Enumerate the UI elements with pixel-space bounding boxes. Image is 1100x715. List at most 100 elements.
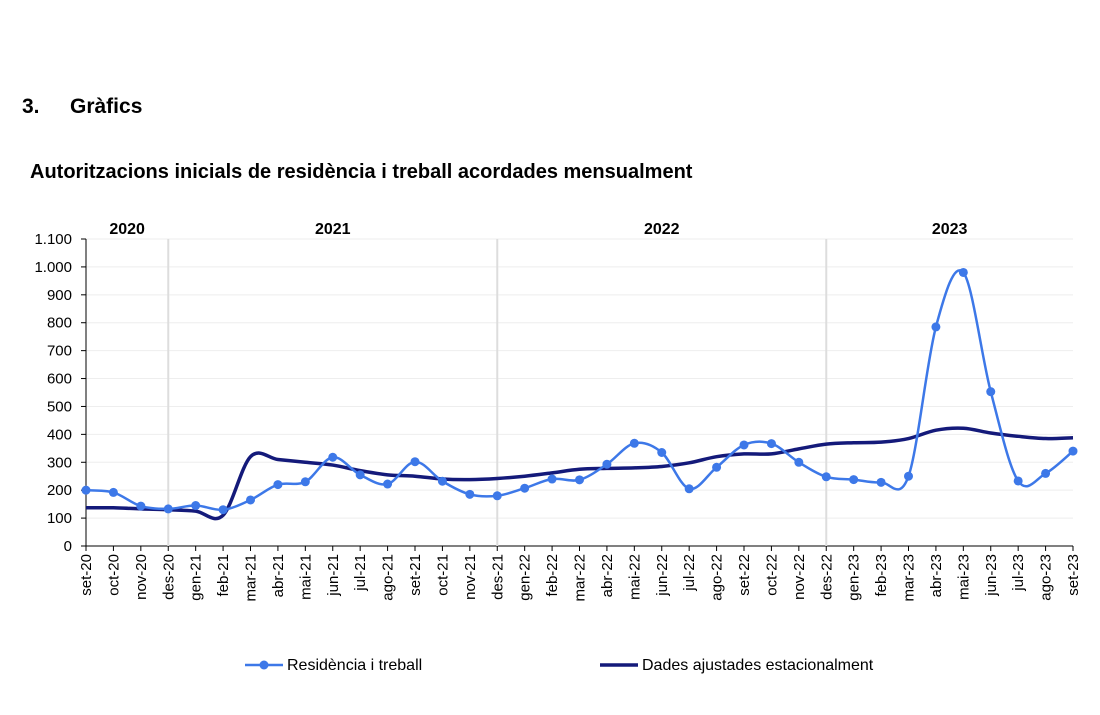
x-tick-label: jun-21 — [325, 554, 342, 597]
legend-label: Dades ajustades estacionalment — [642, 657, 874, 674]
point — [1013, 476, 1023, 486]
point — [218, 505, 228, 515]
x-tick-label: mai-21 — [297, 554, 314, 600]
point — [1041, 468, 1051, 478]
point — [986, 387, 996, 397]
point — [410, 457, 420, 467]
point — [163, 504, 173, 514]
x-tick-label: mar-21 — [243, 554, 260, 602]
x-tick-label: abr-23 — [928, 554, 945, 597]
x-tick-label: des-22 — [818, 554, 835, 600]
point — [246, 495, 255, 505]
point — [191, 501, 201, 511]
x-tick-label: abr-22 — [599, 554, 616, 597]
heading-text: Gràfics — [70, 95, 142, 118]
y-tick-label: 400 — [47, 426, 72, 443]
point — [136, 501, 146, 511]
x-tick-label: jul-23 — [1010, 554, 1027, 592]
x-tick-label: set-23 — [1065, 554, 1082, 596]
year-label: 2020 — [109, 221, 145, 238]
x-tick-label: jul-21 — [352, 554, 369, 592]
point — [904, 471, 913, 481]
x-tick-label: nov-20 — [133, 554, 150, 600]
x-tick-label: set-21 — [407, 554, 424, 596]
x-tick-label: mar-23 — [901, 554, 918, 602]
x-tick-label: feb-22 — [544, 554, 561, 597]
x-tick-label: set-22 — [736, 554, 753, 596]
x-tick-label: mar-22 — [572, 554, 589, 602]
point — [684, 484, 694, 494]
x-tick-label: gen-21 — [188, 554, 205, 601]
point — [1068, 446, 1078, 456]
point — [355, 470, 365, 480]
x-tick-label: feb-23 — [873, 554, 890, 597]
x-tick-label: ago-22 — [709, 554, 726, 601]
point — [273, 480, 283, 490]
legend-marker — [259, 660, 269, 670]
point — [849, 475, 859, 485]
point — [465, 489, 475, 499]
point — [712, 462, 722, 472]
x-tick-label: mai-23 — [955, 554, 972, 600]
year-label: 2022 — [644, 221, 680, 238]
x-tick-label: des-20 — [160, 554, 177, 600]
point — [794, 457, 804, 467]
point — [81, 485, 91, 495]
heading-number: 3. — [22, 95, 40, 118]
point — [437, 476, 447, 486]
y-tick-label: 500 — [47, 398, 72, 415]
point — [108, 487, 118, 497]
legend-label: Residència i treball — [287, 657, 422, 674]
point — [575, 475, 584, 485]
point — [629, 438, 639, 448]
series-line — [85, 269, 1074, 512]
x-tick-label: feb-21 — [215, 554, 232, 597]
x-tick-label: jun-22 — [654, 554, 671, 597]
x-tick-label: mai-22 — [626, 554, 643, 600]
series-line — [85, 426, 1074, 521]
chart-title: Autoritzacions inicials de residència i … — [30, 161, 693, 183]
point — [492, 491, 502, 501]
point — [328, 452, 338, 462]
y-tick-label: 800 — [47, 315, 72, 332]
point — [766, 439, 776, 449]
x-tick-label: set-20 — [78, 554, 95, 596]
x-tick-label: des-21 — [489, 554, 506, 600]
x-tick-label: ago-21 — [380, 554, 397, 601]
point — [300, 477, 310, 487]
year-label: 2021 — [315, 221, 351, 238]
x-tick-label: jun-23 — [983, 554, 1000, 597]
y-tick-label: 100 — [47, 510, 72, 527]
point — [602, 459, 612, 469]
year-label: 2023 — [932, 221, 968, 238]
point — [383, 479, 393, 489]
point — [520, 483, 530, 493]
y-tick-label: 900 — [47, 287, 72, 304]
point — [657, 448, 667, 458]
y-tick-label: 1.100 — [34, 231, 72, 248]
y-tick-label: 200 — [47, 482, 72, 499]
y-tick-label: 1.000 — [34, 259, 72, 276]
x-tick-label: gen-22 — [517, 554, 534, 601]
point — [931, 322, 941, 332]
x-tick-label: nov-21 — [462, 554, 479, 600]
point — [876, 477, 886, 487]
x-tick-label: oct-22 — [763, 554, 780, 596]
point — [739, 440, 749, 450]
y-tick-label: 300 — [47, 454, 72, 471]
x-tick-label: oct-21 — [434, 554, 451, 596]
point — [821, 472, 831, 482]
y-tick-label: 0 — [64, 538, 72, 555]
x-tick-label: gen-23 — [846, 554, 863, 601]
x-tick-label: nov-22 — [791, 554, 808, 600]
y-tick-label: 600 — [47, 371, 72, 388]
x-tick-label: oct-20 — [105, 554, 122, 596]
x-tick-label: jul-22 — [681, 554, 698, 592]
x-tick-label: ago-23 — [1038, 554, 1055, 601]
y-tick-label: 700 — [47, 343, 72, 360]
point — [547, 474, 557, 484]
x-tick-label: abr-21 — [270, 554, 287, 597]
point — [958, 267, 968, 277]
